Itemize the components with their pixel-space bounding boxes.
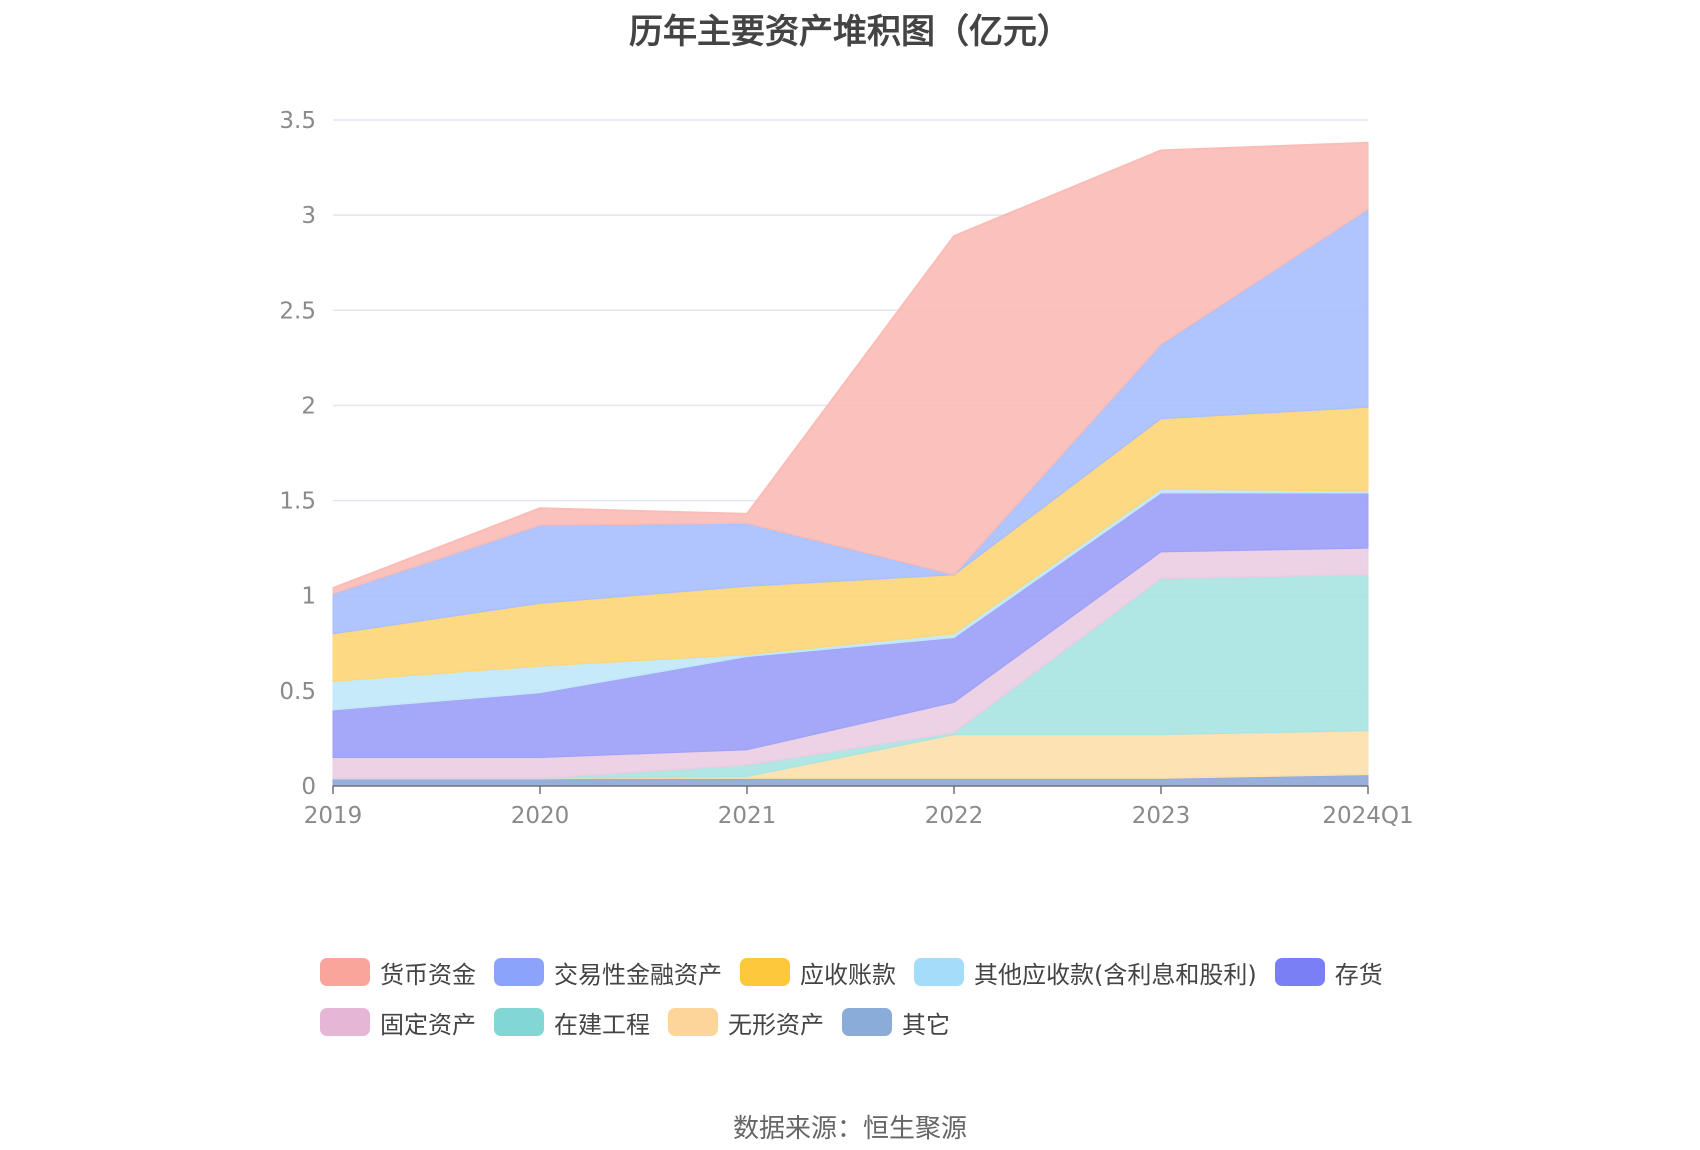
legend-swatch (1274, 958, 1325, 986)
legend-label: 无形资产 (728, 1010, 824, 1039)
y-tick-label: 3 (301, 203, 316, 229)
legend-swatch (914, 958, 964, 986)
legend-swatch (494, 958, 544, 986)
legend-label: 其它 (902, 1010, 950, 1039)
y-tick-label: 1 (301, 584, 316, 610)
area-series (332, 141, 1369, 787)
x-axis (332, 785, 1369, 794)
legend-label: 货币资金 (380, 960, 476, 989)
x-tick-label: 2023 (1132, 803, 1191, 829)
legend-item[interactable]: 固定资产 (320, 1005, 476, 1039)
area-series-edge-8 (332, 141, 1369, 590)
legend-item[interactable]: 货币资金 (320, 955, 476, 989)
legend-item[interactable]: 存货 (1274, 955, 1383, 989)
legend-label: 交易性金融资产 (554, 960, 722, 989)
legend-item[interactable]: 在建工程 (494, 1005, 650, 1039)
legend-item[interactable]: 应收账款 (740, 955, 896, 989)
x-tick-label: 2020 (511, 803, 570, 829)
x-tick-label: 2022 (925, 803, 984, 829)
legend-swatch (668, 1008, 718, 1036)
y-tick-label: 0 (301, 774, 316, 800)
legend-label: 在建工程 (554, 1010, 650, 1039)
legend-item[interactable]: 无形资产 (668, 1005, 824, 1039)
legend-swatch (320, 1008, 370, 1036)
y-tick-label: 3.5 (279, 108, 316, 134)
legend-label: 应收账款 (800, 960, 896, 989)
y-tick-label: 1.5 (279, 489, 316, 515)
y-tick-label: 2 (301, 393, 316, 419)
x-tick-label: 2021 (718, 803, 777, 829)
legend-swatch (842, 1008, 892, 1036)
y-axis-ticks: 0 0.5 1 1.5 2 2.5 3 3.5 (279, 108, 316, 800)
legend-label: 其他应收款(含利息和股利) (974, 960, 1257, 989)
legend-swatch (740, 958, 790, 986)
chart-title: 历年主要资产堆积图（亿元） (629, 12, 1071, 52)
legend: 货币资金 交易性金融资产 应收账款 其他应收款(含利息和股利) 存货固定资产 在建工程 无形… (320, 955, 1440, 1055)
legend-item[interactable]: 其它 (842, 1005, 950, 1039)
legend-item[interactable]: 其他应收款(含利息和股利) (914, 955, 1257, 989)
x-tick-label: 2019 (304, 803, 363, 829)
data-source: 数据来源：恒生聚源 (732, 1114, 967, 1144)
legend-swatch (320, 958, 370, 986)
legend-label: 存货 (1334, 960, 1383, 989)
y-tick-label: 0.5 (279, 679, 316, 705)
x-tick-label: 2024Q1 (1322, 803, 1413, 829)
x-axis-ticks: 2019 2020 2021 2022 2023 2024Q1 (304, 803, 1414, 829)
y-tick-label: 2.5 (279, 298, 316, 324)
legend-swatch (494, 1008, 544, 1036)
legend-item[interactable]: 交易性金融资产 (494, 955, 722, 989)
legend-label: 固定资产 (380, 1010, 476, 1039)
